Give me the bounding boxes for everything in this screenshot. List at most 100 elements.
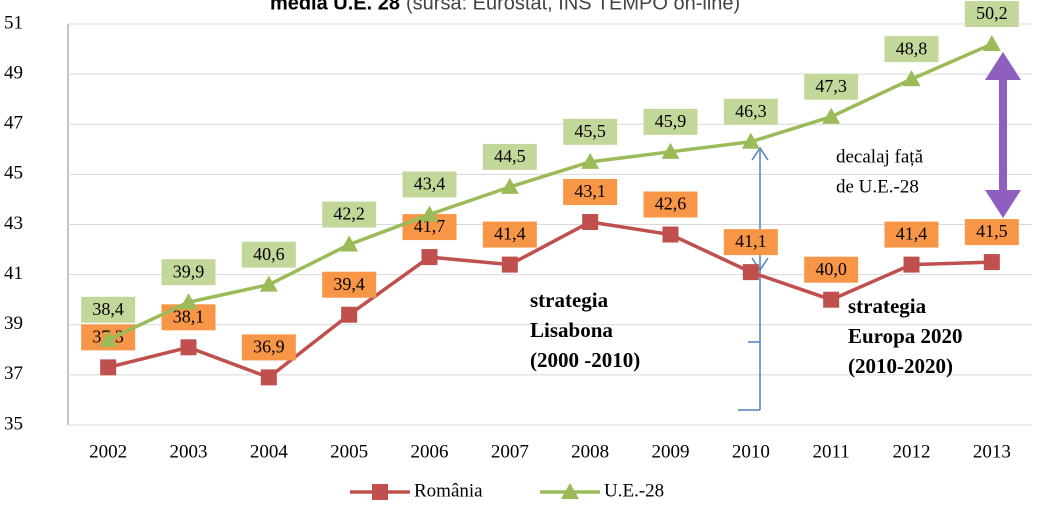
data-label: 43,4 [414,174,446,194]
period-divider [738,146,769,411]
marker [662,226,679,243]
data-label: 40,6 [253,244,285,264]
data-label: 36,9 [253,337,285,357]
data-label-box [964,219,1019,246]
data-label-box [322,201,377,228]
series-line [107,42,993,342]
data-label-box [563,178,618,205]
data-label: 40,0 [815,259,847,279]
y-tick-label: 39 [4,313,23,334]
data-label-box [322,271,377,298]
marker [421,249,438,266]
data-label: 45,5 [574,121,606,141]
data-label: 48,8 [896,38,928,58]
data-label: 38,1 [173,306,205,326]
data-label-box [161,259,216,286]
data-label-box [723,98,778,125]
data-label-box [884,221,939,248]
data-label-box [241,334,296,361]
marker [501,256,518,273]
data-label-box [241,241,296,268]
series-line [107,220,992,380]
marker [902,70,921,87]
data-label: 42,2 [333,204,365,224]
data-label: 45,9 [655,111,687,131]
y-tick-label: 49 [4,62,23,83]
data-label: 44,5 [494,146,526,166]
marker [260,369,277,386]
data-label: 41,4 [896,224,928,244]
data-label: 38,4 [92,299,124,319]
data-label-box [643,108,698,135]
data-label-box [402,171,457,198]
marker [99,330,118,347]
x-tick-label: 2002 [89,441,127,462]
legend-marker [561,483,579,499]
data-label-box [81,296,136,323]
annotation: strategia [848,294,927,318]
data-label-box [884,36,939,63]
annotation: strategia [530,288,609,312]
marker [982,35,1001,52]
x-tick-label: 2006 [411,441,449,462]
y-tick-label: 43 [4,213,23,234]
data-label-box [643,191,698,218]
data-label: 50,2 [976,3,1008,23]
marker [100,359,117,376]
marker [180,339,197,356]
annotation: Lisabona [530,318,613,342]
chart-subtitle: (sursa: Eurostat, INS TEMPO on-line) [406,0,740,14]
data-label-box [804,256,859,283]
x-tick-label: 2010 [732,441,770,462]
marker [500,177,519,194]
marker [340,235,359,252]
x-tick-label: 2005 [330,441,368,462]
x-tick-label: 2009 [652,441,690,462]
annotation: (2000 -2010) [530,348,640,372]
x-tick-label: 2004 [250,441,289,462]
annotation: (2010-2020) [848,354,953,378]
x-tick-label: 2003 [170,441,208,462]
data-label-box [563,118,618,145]
marker [581,152,600,169]
data-label: 39,4 [333,274,365,294]
marker [822,107,841,124]
x-tick-label: 2011 [813,441,850,462]
marker [983,254,1000,271]
data-label: 41,4 [494,224,526,244]
data-label: 39,9 [173,261,205,281]
legend-label: România [414,480,483,501]
data-label: 47,3 [815,76,847,96]
data-label-box [964,1,1019,28]
x-tick-label: 2008 [571,441,609,462]
y-tick-label: 37 [4,363,23,384]
legend-marker [372,484,388,500]
data-label-box [723,229,778,256]
marker [742,264,759,281]
x-tick-label: 2012 [893,441,931,462]
gap-arrow [985,52,1021,218]
data-label: 43,1 [574,181,606,201]
data-label: 42,6 [655,194,687,214]
marker [420,205,439,222]
y-tick-label: 47 [4,113,23,134]
data-label-box [482,143,537,170]
annotation: de U.E.-28 [836,176,919,197]
marker [903,256,920,273]
y-tick-label: 35 [4,413,23,434]
y-tick-label: 41 [4,263,23,284]
marker [582,213,599,230]
annotation: Europa 2020 [848,324,963,348]
legend-label: U.E.-28 [604,480,664,501]
data-label-box [804,73,859,100]
x-tick-label: 2013 [973,441,1011,462]
x-tick-label: 2007 [491,441,529,462]
y-tick-label: 51 [4,12,23,33]
data-label: 41,1 [735,231,767,251]
marker [823,291,840,308]
annotation: decalaj față [836,146,924,167]
marker [741,132,760,149]
marker [259,275,278,292]
